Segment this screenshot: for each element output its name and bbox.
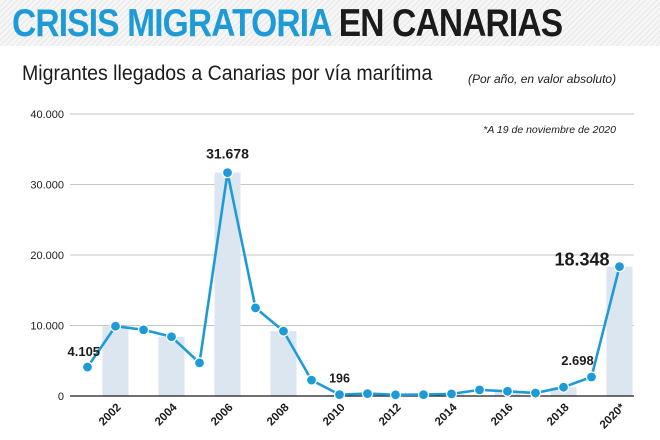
header-band: CRISIS MIGRATORIA EN CANARIAS [0,0,660,46]
title-rest: EN CANARIAS [338,2,563,45]
x-tick-label: 2004 [153,401,180,428]
x-tick-label: 2002 [97,402,124,429]
data-labels: 4.105 31.678 196 2.698 18.348 [68,146,610,386]
grid-layer [70,113,634,326]
data-point [445,388,458,400]
data-point [221,167,234,179]
title-accent: CRISIS MIGRATORIA [12,2,331,45]
data-point [501,385,514,397]
data-point [81,361,94,373]
data-point [613,261,626,273]
data-label: 196 [329,372,350,386]
data-label: 18.348 [554,250,609,270]
unit-note: (Por año, en valor absoluto) [468,72,617,86]
data-points [81,167,626,401]
data-point [109,320,122,332]
x-tick-label: 2020* [598,401,628,431]
chart-subtitle: Migrantes llegados a Canarias por vía ma… [22,62,433,85]
data-point [165,331,178,343]
x-tick-label: 2008 [265,401,292,428]
data-point [333,389,346,401]
area-bar [102,326,129,396]
y-tick-label: 10.000 [30,321,64,333]
data-point [473,384,486,396]
area-bar [270,331,297,396]
subtitle-row: Migrantes llegados a Canarias por vía ma… [22,62,463,86]
data-label: 2.698 [561,353,594,368]
data-point [137,324,150,336]
footnote: *A 19 de noviembre de 2020 [483,124,616,136]
x-tick-label: 2010 [321,402,348,429]
x-tick-label: 2012 [377,402,404,429]
area-bar [606,266,633,396]
area-bars [102,172,633,396]
x-tick-label: 2014 [433,401,460,428]
data-label: 31.678 [206,146,249,162]
y-tick-label: 20.000 [30,250,64,262]
data-label: 4.105 [68,344,101,359]
page-title: CRISIS MIGRATORIA EN CANARIAS [12,2,563,46]
data-point [361,388,374,400]
data-point [529,387,542,399]
data-point [557,381,570,393]
area-bar [158,336,185,396]
area-bar [214,172,241,396]
x-tick-label: 2016 [489,402,516,429]
data-point [417,388,430,401]
data-point [585,371,598,383]
data-point [305,374,318,386]
x-tick-label: 2018 [545,401,572,428]
data-point [389,389,402,401]
data-point [193,357,206,369]
y-tick-label: 40.000 [30,109,64,121]
data-point [277,325,290,337]
x-tick-label: 2006 [209,402,236,429]
y-tick-label: 30.000 [30,180,64,192]
data-point [249,302,262,314]
y-tick-label: 0 [58,391,64,403]
